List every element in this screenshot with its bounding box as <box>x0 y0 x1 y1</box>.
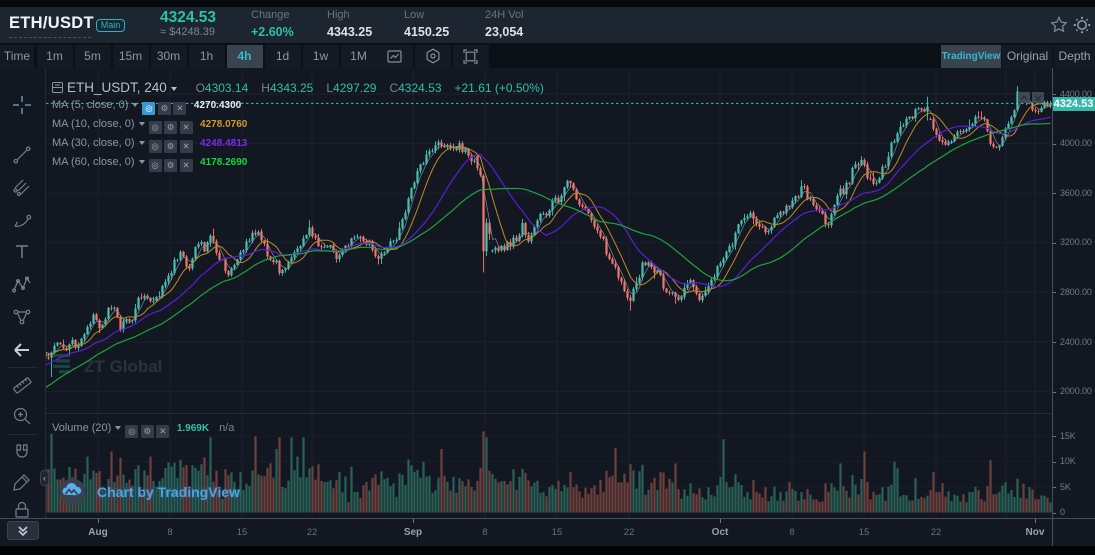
svg-text:ZT Global: ZT Global <box>84 357 162 376</box>
